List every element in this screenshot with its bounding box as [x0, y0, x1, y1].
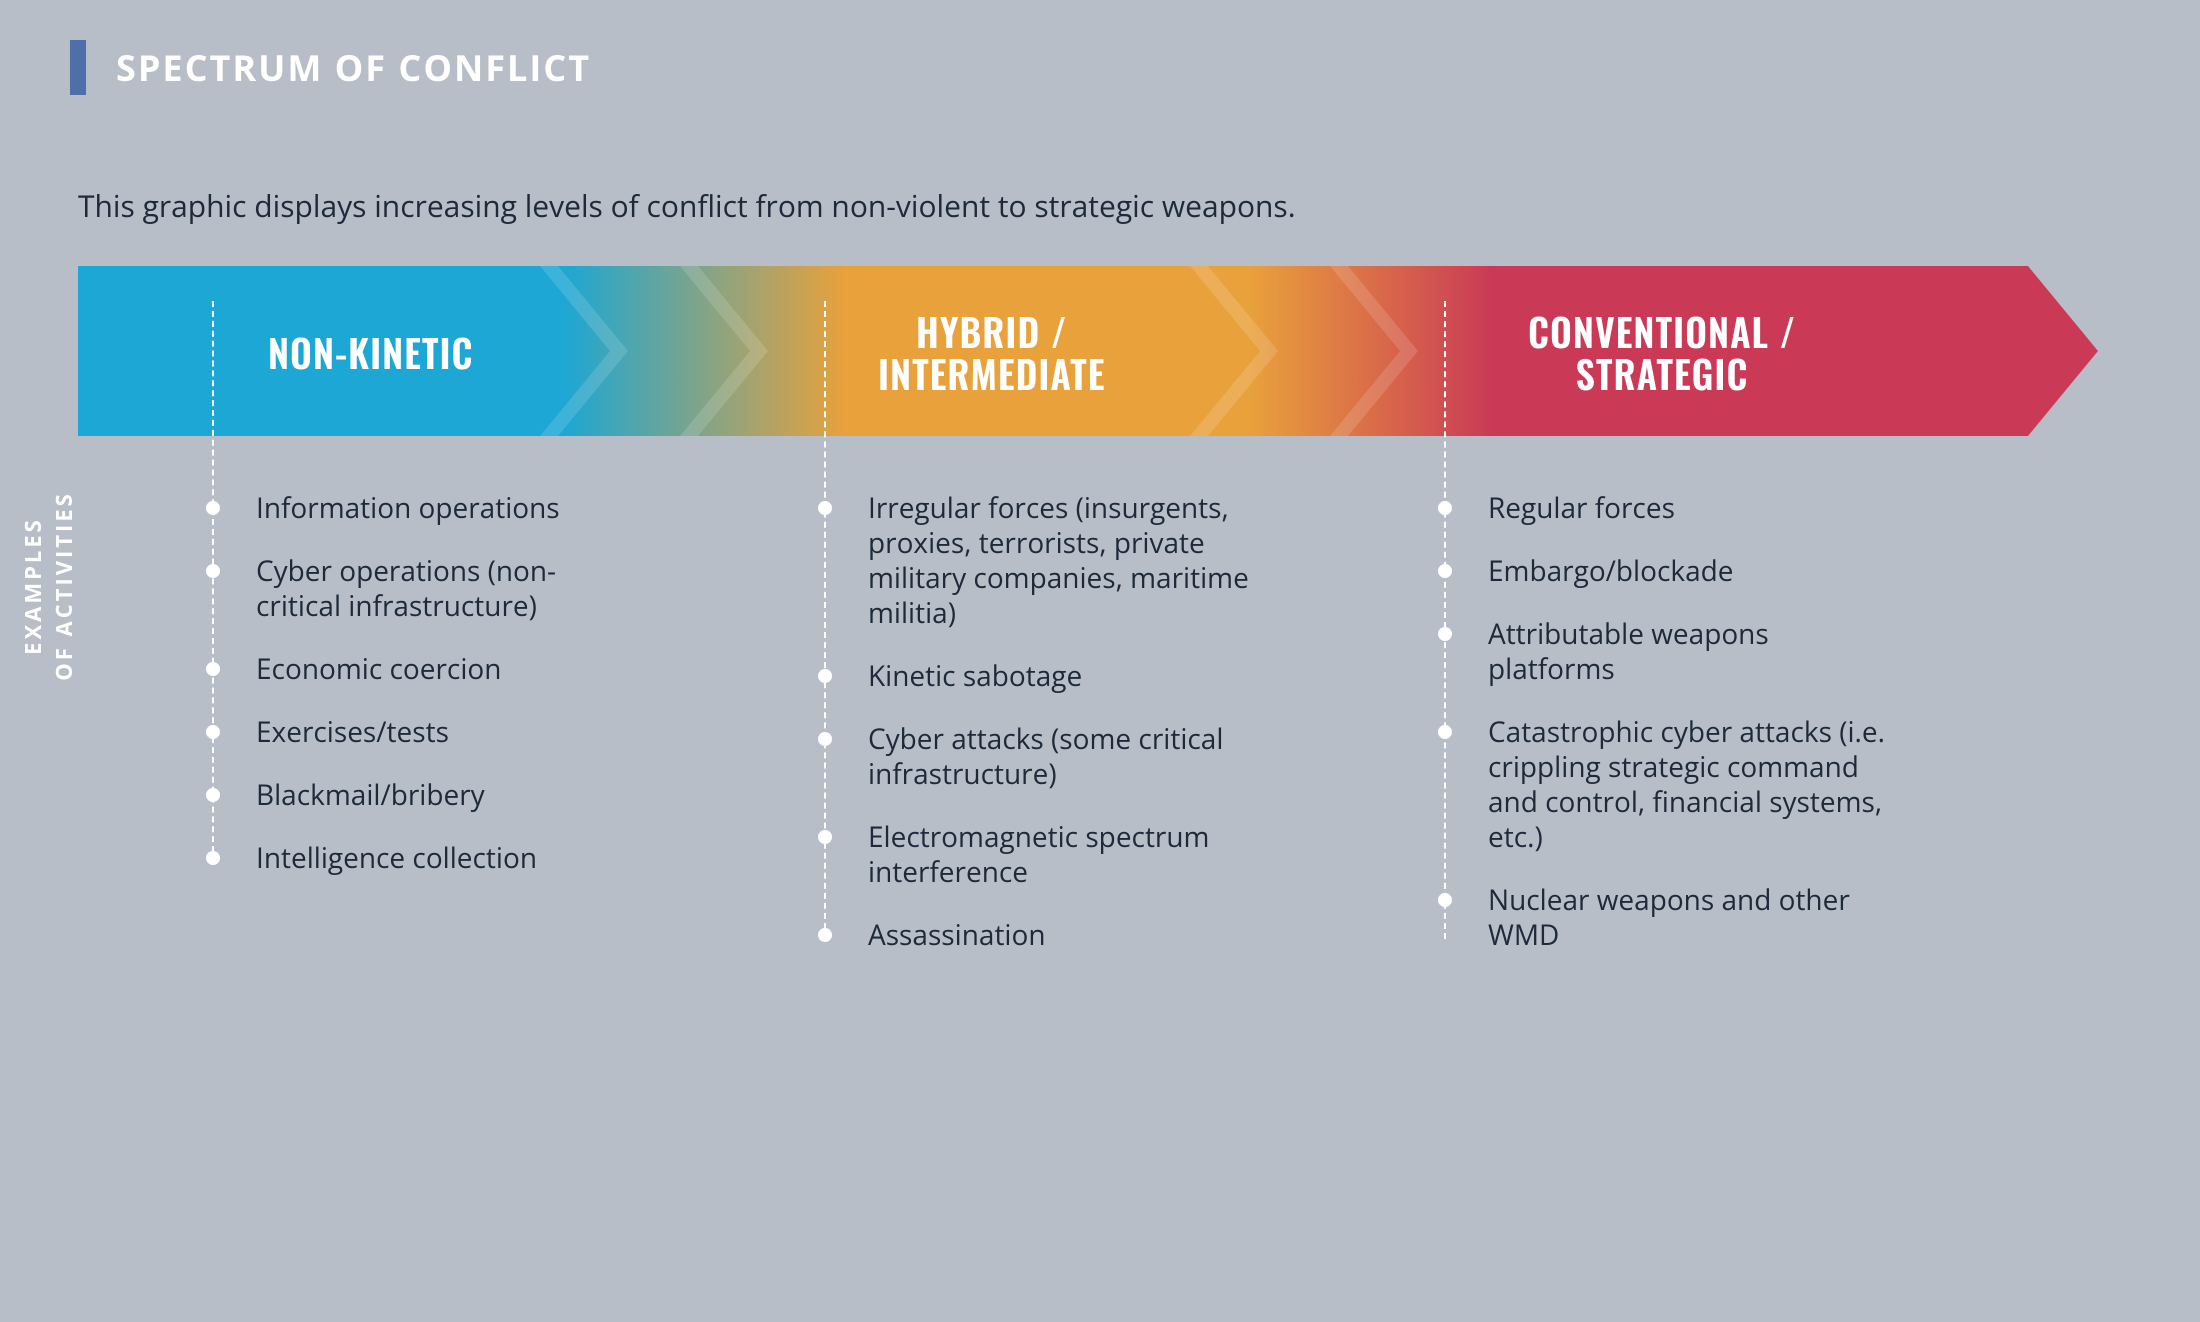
activity-item: Embargo/blockade: [1438, 554, 1898, 589]
activity-item: Information operations: [206, 491, 626, 526]
activity-item: Kinetic sabotage: [818, 659, 1268, 694]
activity-item: Irregular forces (insurgents, proxies, t…: [818, 491, 1268, 631]
stage-label-hybrid: HYBRID /INTERMEDIATE: [878, 311, 1105, 395]
activity-item: Regular forces: [1438, 491, 1898, 526]
stage-label-conventional: CONVENTIONAL /STRATEGIC: [1528, 311, 1796, 395]
activity-item: Economic coercion: [206, 652, 626, 687]
activity-item: Attributable weapons platforms: [1438, 617, 1898, 687]
stage-label-non-kinetic: NON-KINETIC: [268, 332, 474, 374]
description-text: This graphic displays increasing levels …: [78, 185, 2130, 226]
column-hybrid: Irregular forces (insurgents, proxies, t…: [818, 436, 1268, 981]
activity-list-non-kinetic: Information operations Cyber operations (…: [206, 491, 626, 876]
page-title: SPECTRUM OF CONFLICT: [116, 43, 591, 92]
stage-labels: NON-KINETIC HYBRID /INTERMEDIATE CONVENTIO…: [78, 266, 2098, 436]
activity-item: Blackmail/bribery: [206, 778, 626, 813]
activity-item: Electromagnetic spectrum interference: [818, 820, 1268, 890]
spectrum-diagram: NON-KINETIC HYBRID /INTERMEDIATE CONVENTIO…: [78, 266, 2130, 436]
activity-item: Catastrophic cyber attacks (i.e. crippli…: [1438, 715, 1898, 855]
column-conventional: Regular forces Embargo/blockade Attributab…: [1438, 436, 1898, 981]
activity-item: Exercises/tests: [206, 715, 626, 750]
header: SPECTRUM OF CONFLICT: [70, 40, 2130, 95]
arrow-band: NON-KINETIC HYBRID /INTERMEDIATE CONVENTIO…: [78, 266, 2098, 436]
activity-item: Cyber attacks (some critical infrastruct…: [818, 722, 1268, 792]
accent-bar: [70, 40, 86, 95]
activity-item: Intelligence collection: [206, 841, 626, 876]
activity-list-hybrid: Irregular forces (insurgents, proxies, t…: [818, 491, 1268, 953]
side-label-line1: EXAMPLES: [18, 517, 48, 655]
activity-item: Assassination: [818, 918, 1268, 953]
activity-item: Cyber operations (non-critical infrastru…: [206, 554, 626, 624]
activity-list-conventional: Regular forces Embargo/blockade Attributab…: [1438, 491, 1898, 953]
side-label: EXAMPLES OF ACTIVITIES: [18, 491, 80, 681]
side-label-line2: OF ACTIVITIES: [49, 491, 80, 681]
activity-item: Nuclear weapons and other WMD: [1438, 883, 1898, 953]
column-non-kinetic: Information operations Cyber operations (…: [206, 436, 626, 904]
